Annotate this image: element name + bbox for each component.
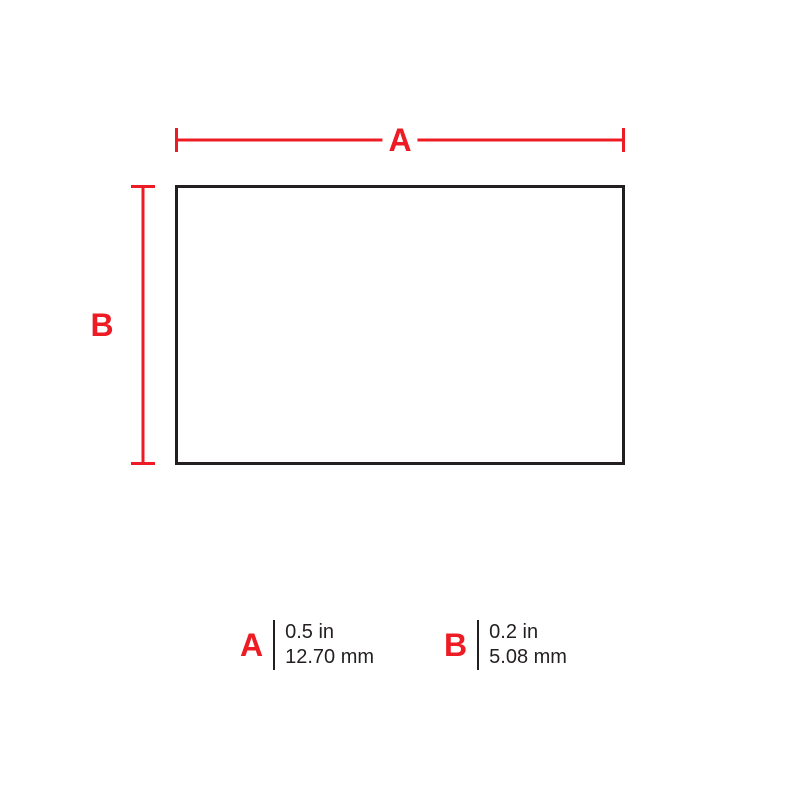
dimension-a-label: A	[382, 124, 417, 156]
legend-divider	[477, 620, 479, 670]
dimension-b-bracket	[131, 185, 155, 465]
legend-item-a: A 0.5 in 12.70 mm	[240, 620, 374, 670]
dimension-a-cap-right	[622, 128, 625, 152]
legend-letter-a: A	[240, 620, 273, 670]
legend-a-inches: 0.5 in	[285, 620, 374, 645]
dimension-b-cap-bottom	[131, 462, 155, 465]
legend-values-b: 0.2 in 5.08 mm	[489, 620, 567, 670]
legend-divider	[273, 620, 275, 670]
legend-item-b: B 0.2 in 5.08 mm	[444, 620, 567, 670]
legend-values-a: 0.5 in 12.70 mm	[285, 620, 374, 670]
diagram-canvas: A B A 0.5 in 12.70 mm B 0.2 in 5.08 mm	[0, 0, 800, 800]
dimensions-legend: A 0.5 in 12.70 mm B 0.2 in 5.08 mm	[240, 620, 567, 670]
dimension-b-label: B	[84, 309, 119, 341]
dimension-b-line	[142, 185, 145, 465]
legend-letter-b: B	[444, 620, 477, 670]
legend-b-inches: 0.2 in	[489, 620, 567, 645]
label-rectangle	[175, 185, 625, 465]
legend-b-mm: 5.08 mm	[489, 645, 567, 670]
legend-a-mm: 12.70 mm	[285, 645, 374, 670]
